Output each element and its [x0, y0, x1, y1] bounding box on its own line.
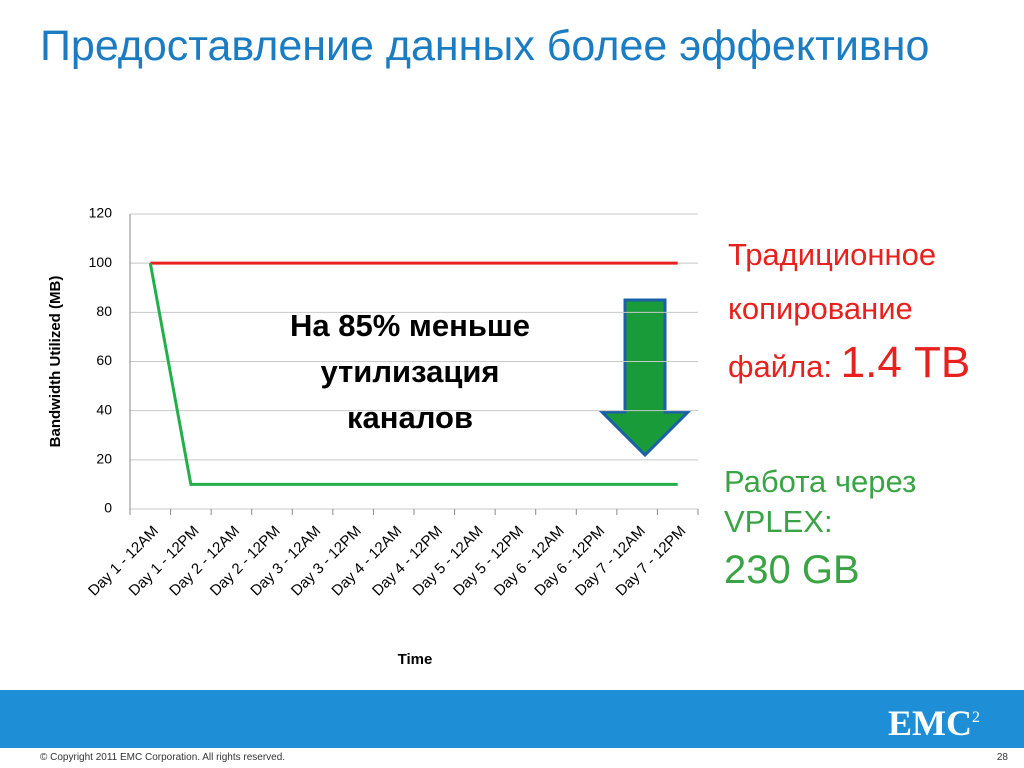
annotation: На 85% меньше — [290, 308, 530, 343]
y-tick-label: 0 — [104, 500, 112, 516]
y-tick-label: 80 — [96, 303, 112, 319]
slide-title: Предоставление данных более эффективно — [40, 22, 930, 70]
y-tick-label: 60 — [96, 352, 112, 368]
page-number: 28 — [996, 752, 1008, 763]
vplex-label: Работа через VPLEX: — [724, 464, 917, 539]
copyright: © Copyright 2011 EMC Corporation. All ri… — [40, 752, 286, 763]
y-tick-label: 100 — [89, 254, 113, 270]
x-axis-label: Time — [398, 651, 433, 668]
traditional-value: 1.4 TB — [840, 338, 971, 387]
x-tick-label: Day 1 - 12AM — [85, 523, 162, 600]
traditional-label: Традиционное копирование файла: — [728, 237, 937, 384]
vplex-note: Работа через VPLEX: 230 GB — [724, 462, 1014, 590]
y-tick-label: 120 — [89, 205, 113, 221]
logo-text: EMC — [888, 703, 972, 743]
logo-sup: 2 — [972, 709, 980, 726]
footer-band — [0, 690, 1024, 748]
annotation: утилизация — [320, 354, 499, 389]
y-tick-label: 40 — [96, 401, 112, 417]
vplex-value: 230 GB — [724, 548, 860, 592]
logo: EMC2 — [888, 702, 980, 744]
y-axis-label: Bandwidth Utilized (MB) — [47, 276, 64, 448]
down-arrow — [598, 298, 692, 458]
y-tick-label: 20 — [96, 451, 112, 467]
traditional-note: Традиционное копирование файла: 1.4 TB — [728, 228, 1018, 394]
line-series — [148, 262, 678, 486]
annotation: каналов — [347, 400, 473, 435]
